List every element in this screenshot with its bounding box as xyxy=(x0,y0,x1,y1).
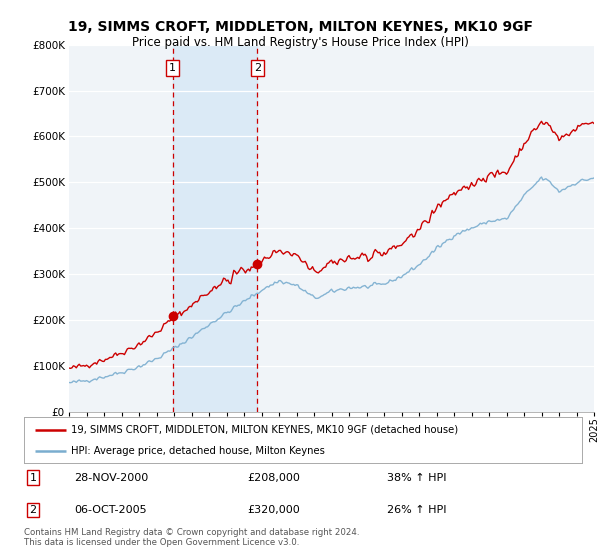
Text: 19, SIMMS CROFT, MIDDLETON, MILTON KEYNES, MK10 9GF (detached house): 19, SIMMS CROFT, MIDDLETON, MILTON KEYNE… xyxy=(71,424,458,435)
Text: 06-OCT-2005: 06-OCT-2005 xyxy=(74,505,147,515)
Text: £320,000: £320,000 xyxy=(247,505,300,515)
Text: HPI: Average price, detached house, Milton Keynes: HPI: Average price, detached house, Milt… xyxy=(71,446,325,456)
Text: 38% ↑ HPI: 38% ↑ HPI xyxy=(387,473,446,483)
Text: 26% ↑ HPI: 26% ↑ HPI xyxy=(387,505,446,515)
Text: Price paid vs. HM Land Registry's House Price Index (HPI): Price paid vs. HM Land Registry's House … xyxy=(131,36,469,49)
Text: 28-NOV-2000: 28-NOV-2000 xyxy=(74,473,148,483)
Text: 2: 2 xyxy=(29,505,37,515)
Bar xyxy=(173,45,257,412)
Text: 19, SIMMS CROFT, MIDDLETON, MILTON KEYNES, MK10 9GF: 19, SIMMS CROFT, MIDDLETON, MILTON KEYNE… xyxy=(67,20,533,34)
Text: 2: 2 xyxy=(254,63,261,73)
Text: 1: 1 xyxy=(29,473,37,483)
Text: 1: 1 xyxy=(169,63,176,73)
Text: £208,000: £208,000 xyxy=(247,473,300,483)
Text: Contains HM Land Registry data © Crown copyright and database right 2024.
This d: Contains HM Land Registry data © Crown c… xyxy=(24,528,359,547)
